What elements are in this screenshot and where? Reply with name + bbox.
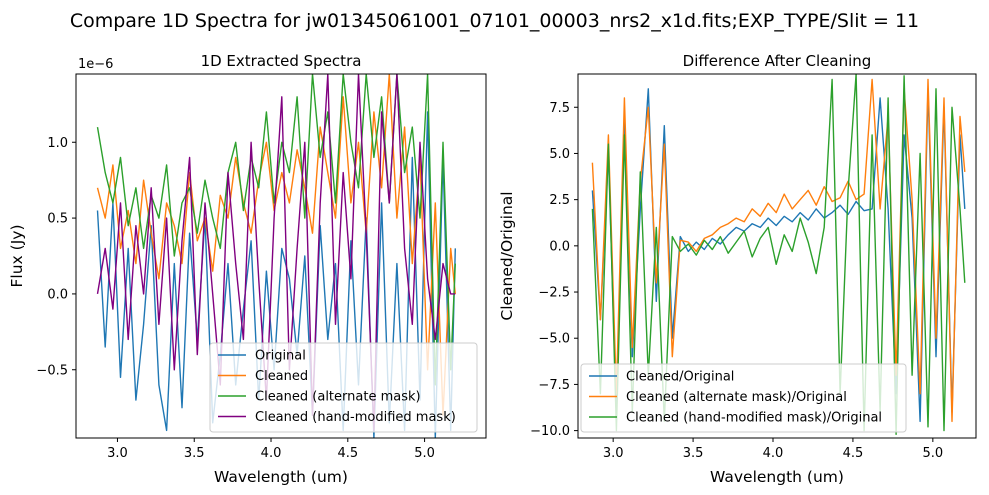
x-tick-label: 3.0 <box>107 446 128 461</box>
left-chart-panel: 1D Extracted Spectra 3.0 3.5 4.0 4.5 5.0 −0.5 0… <box>8 52 487 486</box>
legend: Cleaned/Original Cleaned (alternate mask)… <box>580 363 907 433</box>
y-tick-label: 2.5 <box>549 193 570 208</box>
y-tick-label: −7.5 <box>538 378 570 393</box>
x-tick-label: 5.0 <box>414 446 435 461</box>
y-tick-label: −0.5 <box>36 363 68 378</box>
x-tick-label: 4.5 <box>337 446 358 461</box>
x-tick-label: 5.0 <box>922 446 943 461</box>
y-axis-label: Flux (Jy) <box>8 225 26 288</box>
y-tick-label: −5.0 <box>538 332 570 347</box>
x-tick-label: 3.5 <box>184 446 205 461</box>
legend-entry: Cleaned (alternate mask)/Original <box>626 390 847 405</box>
x-tick-label: 3.0 <box>603 446 624 461</box>
legend-entry: Cleaned <box>255 369 308 384</box>
series-line-cleaned-hand-modified-mask <box>96 74 456 432</box>
legend: Original Cleaned Cleaned (alternate mask) C… <box>209 342 478 433</box>
axis-offset-text: 1e−6 <box>78 57 113 72</box>
y-tick-label: −10.0 <box>530 424 570 439</box>
chart-title: Difference After Cleaning <box>683 52 872 70</box>
series-line-cleaned <box>96 74 456 416</box>
x-axis-label: Wavelength (um) <box>710 468 844 486</box>
x-tick-label: 4.5 <box>843 446 864 461</box>
legend-entry: Cleaned/Original <box>626 370 734 385</box>
y-tick-label: 7.5 <box>549 101 570 116</box>
axes-frame <box>577 73 977 439</box>
axes-frame <box>75 73 487 439</box>
y-axis-label: Cleaned/Original <box>498 191 516 320</box>
y-tick-label: 1.0 <box>47 136 68 151</box>
legend-box <box>580 363 907 433</box>
x-tick-label: 4.0 <box>261 446 282 461</box>
legend-entry: Cleaned (hand-modified mask)/Original <box>626 411 882 426</box>
chart-title: 1D Extracted Spectra <box>201 52 362 70</box>
legend-box <box>209 342 478 433</box>
figure-suptitle: Compare 1D Spectra for jw01345061001_071… <box>70 10 919 32</box>
y-tick-label: 5.0 <box>549 147 570 162</box>
series-line-cleaned-hand-modified-mask-original <box>591 74 966 435</box>
y-tick-label: 0.0 <box>47 287 68 302</box>
x-axis-label: Wavelength (um) <box>214 468 348 486</box>
legend-entry: Cleaned (alternate mask) <box>255 390 421 405</box>
legend-entry: Original <box>255 349 306 364</box>
plot-area <box>96 74 456 438</box>
plot-area <box>591 74 966 435</box>
right-chart-panel: Difference After Cleaning 3.0 3.5 4.0 4.5 5.0… <box>498 52 977 486</box>
y-tick-label: 0.0 <box>549 239 570 254</box>
legend-entry: Cleaned (hand-modified mask) <box>255 410 456 425</box>
y-tick-label: −2.5 <box>538 286 570 301</box>
y-tick-label: 0.5 <box>47 212 68 227</box>
x-tick-label: 4.0 <box>763 446 784 461</box>
series-line-original <box>96 111 456 438</box>
x-tick-label: 3.5 <box>683 446 704 461</box>
